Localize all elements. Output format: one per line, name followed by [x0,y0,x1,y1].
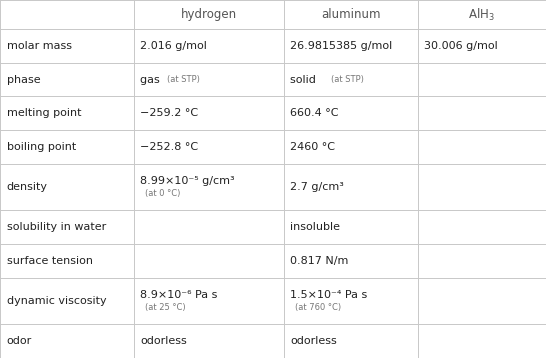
Text: solubility in water: solubility in water [7,222,106,232]
Text: 8.99×10⁻⁵ g/cm³: 8.99×10⁻⁵ g/cm³ [140,176,235,186]
Text: (at STP): (at STP) [331,75,364,84]
Text: melting point: melting point [7,108,81,118]
Text: AlH$_3$: AlH$_3$ [468,6,495,23]
Text: insoluble: insoluble [290,222,341,232]
Text: odorless: odorless [290,336,337,346]
Text: odorless: odorless [140,336,187,346]
Text: solid: solid [290,75,323,85]
Text: 2.016 g/mol: 2.016 g/mol [140,41,207,51]
Text: −252.8 °C: −252.8 °C [140,142,198,152]
Text: (at 760 °C): (at 760 °C) [295,303,341,311]
Text: boiling point: boiling point [7,142,76,152]
Text: aluminum: aluminum [321,8,381,21]
Text: 8.9×10⁻⁶ Pa s: 8.9×10⁻⁶ Pa s [140,290,218,300]
Text: molar mass: molar mass [7,41,72,51]
Text: dynamic viscosity: dynamic viscosity [7,296,106,306]
Text: gas: gas [140,75,167,85]
Text: (at 0 °C): (at 0 °C) [145,189,180,198]
Text: phase: phase [7,75,40,85]
Text: odor: odor [7,336,32,346]
Text: 660.4 °C: 660.4 °C [290,108,339,118]
Text: (at STP): (at STP) [167,75,200,84]
Text: −259.2 °C: −259.2 °C [140,108,198,118]
Text: 30.006 g/mol: 30.006 g/mol [424,41,498,51]
Text: 26.9815385 g/mol: 26.9815385 g/mol [290,41,393,51]
Text: density: density [7,182,48,192]
Text: 0.817 N/m: 0.817 N/m [290,256,349,266]
Text: (at 25 °C): (at 25 °C) [145,303,185,311]
Text: 2.7 g/cm³: 2.7 g/cm³ [290,182,345,192]
Text: surface tension: surface tension [7,256,93,266]
Text: 2460 °C: 2460 °C [290,142,335,152]
Text: 1.5×10⁻⁴ Pa s: 1.5×10⁻⁴ Pa s [290,290,367,300]
Text: hydrogen: hydrogen [181,8,237,21]
